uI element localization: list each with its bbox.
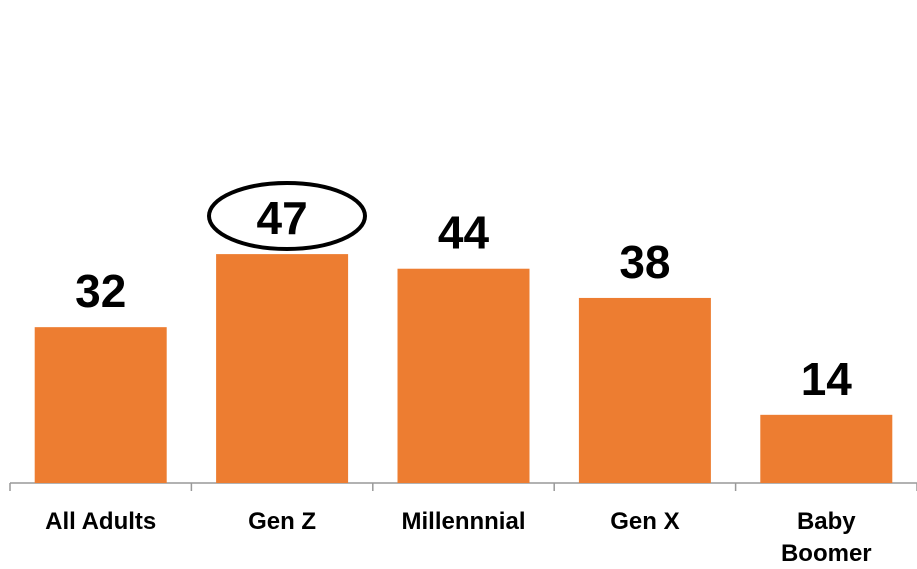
value-label: 47 [257, 192, 308, 244]
x-tick-label: Gen X [610, 508, 679, 535]
value-label: 44 [438, 207, 490, 259]
bar [578, 297, 711, 483]
value-label: 32 [75, 265, 126, 317]
highlight-ellipse [207, 181, 367, 251]
bar [216, 254, 349, 483]
value-label: 14 [801, 353, 853, 405]
bar [760, 414, 893, 483]
bar [397, 268, 530, 483]
x-tick-label: Millennnial [401, 508, 525, 535]
x-tick-label: Gen Z [248, 508, 316, 535]
x-tick-label: Baby Boomer [781, 508, 872, 567]
bar [34, 327, 167, 483]
x-tick-label: All Adults [45, 508, 156, 535]
value-label: 38 [619, 236, 670, 288]
